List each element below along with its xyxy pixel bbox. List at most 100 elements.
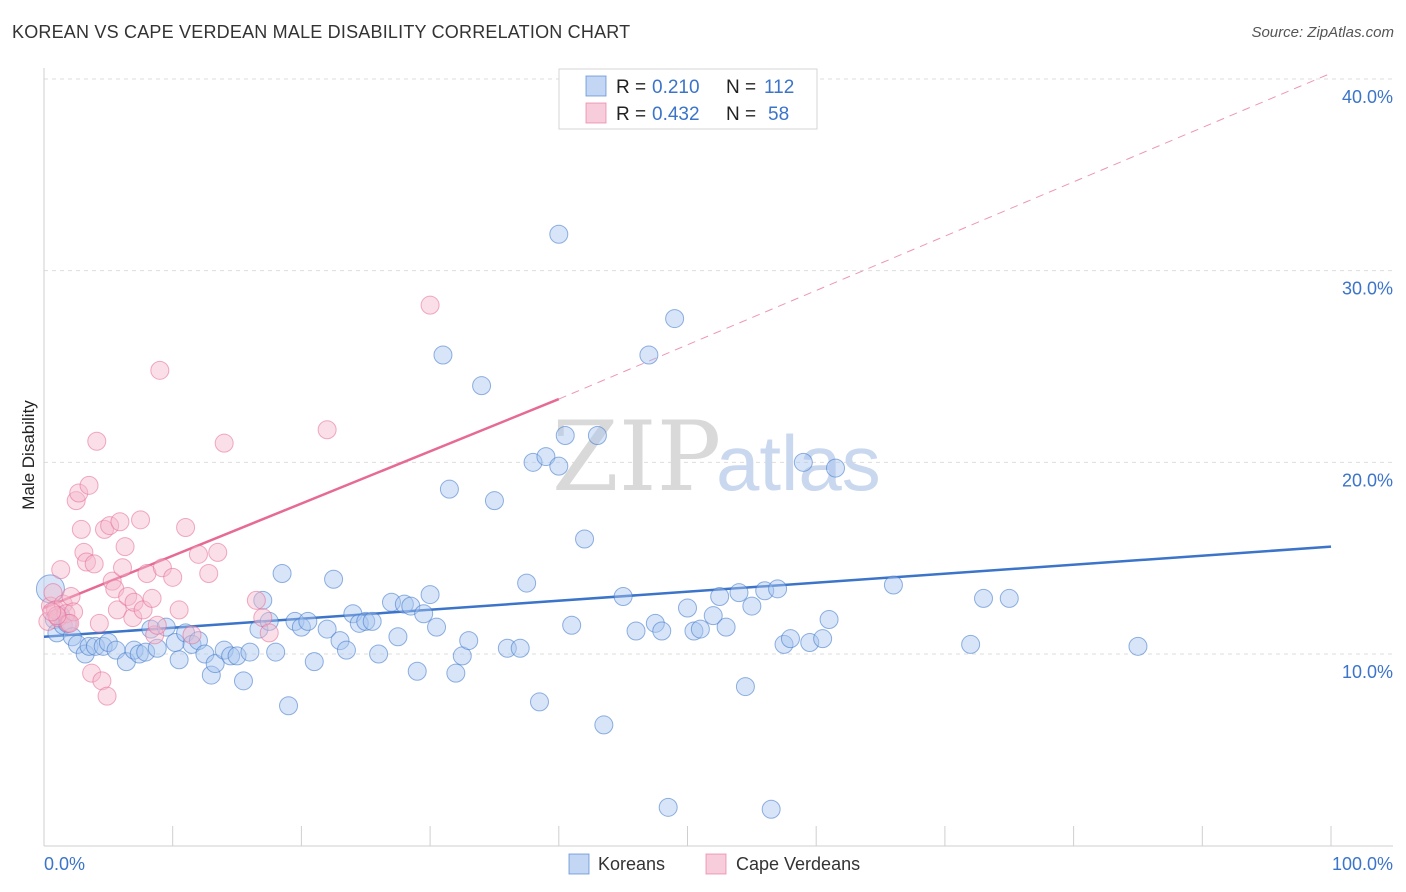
point-korean-66 [472,376,492,396]
point-korean-69 [510,638,530,658]
point-korean-76 [549,224,569,244]
point-korean-57 [407,661,427,681]
point-korean-50 [356,611,376,631]
point-korean-65 [459,631,479,651]
legend-r-label-koreans: R = [616,77,646,98]
point-cape-verdean-52 [259,623,279,643]
point-korean-17 [136,642,156,662]
point-korean-61 [433,345,453,365]
legend-n-value-koreans: 112 [764,77,794,98]
point-korean-51 [362,611,382,631]
point-korean-62 [439,479,459,499]
y-tick-label-30: 30.0% [1342,279,1393,299]
point-korean-59 [420,585,440,605]
point-korean-16 [129,644,149,664]
bottom-legend-swatch-koreans [568,853,590,875]
point-korean-87 [665,309,685,329]
point-korean-82 [626,621,646,641]
point-korean-92 [716,617,736,637]
legend-n-value-cape-verdeans: 58 [768,104,789,125]
point-korean-68 [497,638,517,658]
point-cape-verdean-45 [182,625,202,645]
y-tick-label-10: 10.0% [1342,662,1393,682]
point-cape-verdean-53 [317,420,337,440]
point-korean-100 [780,629,800,649]
point-korean-55 [394,594,414,614]
point-korean-72 [529,692,549,712]
point-korean-84 [645,613,665,633]
point-korean-86 [658,797,678,817]
point-korean-32 [233,671,253,691]
point-cape-verdean-30 [115,537,135,557]
point-korean-60 [427,617,447,637]
chart-title: KOREAN VS CAPE VERDEAN MALE DISABILITY C… [12,22,631,42]
point-korean-109 [999,588,1019,608]
point-cape-verdean-44 [176,518,196,537]
point-korean-37 [266,642,286,662]
point-korean-70 [523,452,543,472]
correlation-legend: R = 0.210 N = 112 R = 0.432 N = 58 [558,68,818,130]
point-korean-31 [227,646,247,666]
point-korean-39 [279,696,299,716]
point-korean-97 [761,799,781,819]
point-korean-67 [484,491,504,511]
legend-swatch-cape-verdeans [585,102,607,124]
point-cape-verdean-19 [87,431,107,451]
point-cape-verdean-37 [142,588,162,608]
point-cape-verdean-29 [113,558,133,578]
point-cape-verdean-34 [131,510,151,530]
bottom-legend-cape-verdeans: Cape Verdeans [736,854,860,874]
point-korean-90 [690,619,710,639]
point-cape-verdean-48 [208,542,228,562]
point-korean-63 [446,663,466,683]
watermark-zip: ZIP [552,401,721,513]
regression-lines [43,72,1332,638]
point-cape-verdean-15 [76,552,96,572]
point-korean-58 [414,604,434,624]
point-korean-89 [684,621,704,641]
point-korean-34 [249,619,269,639]
point-korean-74 [549,456,569,476]
legend-n-label-cape-verdeans: N = [726,104,756,125]
point-korean-45 [324,569,344,589]
point-korean-22 [169,650,189,670]
source-credit: Source: ZipAtlas.com [1251,24,1394,41]
point-korean-104 [819,610,839,629]
point-cape-verdean-56 [47,606,67,626]
axes [43,68,1393,847]
point-cape-verdean-47 [199,564,219,583]
point-cape-verdean-43 [169,600,189,620]
point-cape-verdean-54 [420,295,440,315]
point-korean-73 [536,447,556,467]
x-tick-label-max: 100.0% [1332,854,1393,874]
point-korean-12 [98,633,118,652]
point-cape-verdean-0 [38,611,58,631]
point-cape-verdean-42 [163,567,183,587]
point-korean-103 [813,629,833,649]
point-cape-verdean-24 [100,516,120,536]
point-korean-106 [883,575,903,595]
point-cape-verdean-46 [188,544,208,564]
point-cape-verdean-23 [97,686,117,706]
point-cape-verdean-22 [94,519,114,539]
legend-r-value-cape-verdeans: 0.432 [652,104,700,125]
point-cape-verdean-57 [42,602,62,622]
regression-line-korean [43,545,1332,638]
point-korean-9 [79,636,99,656]
point-korean-94 [735,677,755,697]
gridlines [44,78,1393,655]
point-korean-28 [205,654,225,674]
point-cape-verdean-28 [110,512,130,532]
point-korean-110 [1128,636,1148,656]
bottom-legend-swatch-cape-verdeans [705,853,727,875]
bottom-legend-koreans: Koreans [598,854,665,874]
point-korean-78 [575,529,595,549]
point-cape-verdean-21 [92,671,112,691]
point-korean-52 [369,644,389,664]
point-korean-35 [253,590,273,610]
point-korean-47 [336,640,356,660]
point-korean-27 [201,665,221,685]
point-korean-80 [594,715,614,735]
point-cape-verdean-11 [66,491,86,511]
